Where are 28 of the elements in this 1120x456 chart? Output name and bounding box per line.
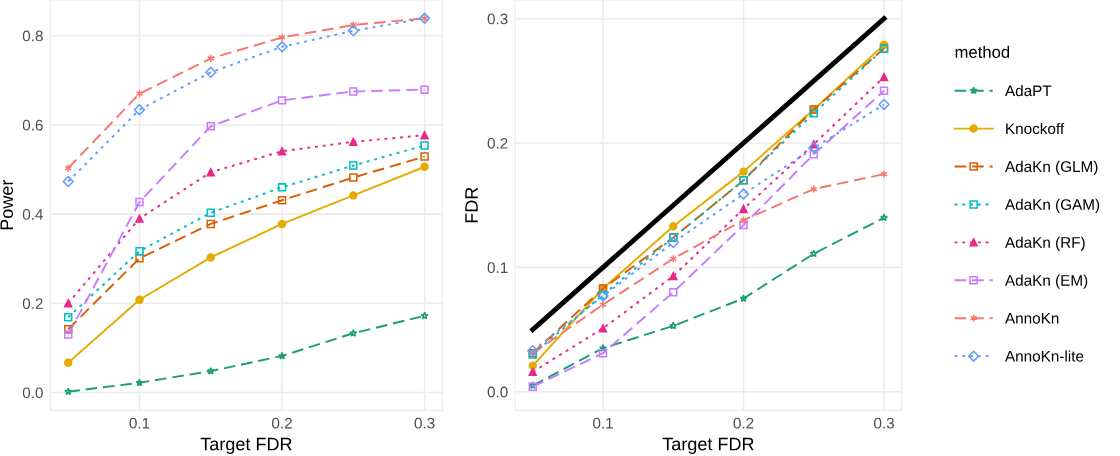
x-tick-label: 0.3 [874,417,894,429]
legend-label: AdaKn (EM) [1005,274,1088,289]
y-tick-label: 0.8 [22,30,43,42]
x-tick-label: 0.1 [593,417,613,429]
y-tick-label: 0.2 [22,298,43,310]
y-tick-label: 0.1 [487,262,508,274]
y-tick-label: 0.0 [22,387,43,399]
legend-label: AdaPT [1005,84,1052,97]
x-axis-title: Target FDR [662,437,754,454]
legend-title: method [955,45,1010,58]
legend-label: AdaKn (RF) [1005,236,1085,251]
legend-label: AnnoKn-lite [1005,350,1084,362]
y-axis-title: Power [0,179,14,230]
x-axis-title: Target FDR [200,437,292,454]
y-tick-label: 0.6 [22,119,43,131]
y-tick-label: 0.2 [487,137,508,149]
x-tick-label: 0.2 [733,417,754,429]
y-tick-label: 0.3 [487,13,508,25]
legend-label: AdaKn (GAM) [1005,198,1100,213]
y-tick-label: 0.0 [487,386,508,398]
legend-label: AnnoKn [1005,313,1059,324]
x-tick-label: 0.3 [414,417,435,429]
legend-label: Knockoff [1006,122,1065,135]
y-axis-title: FDR [465,187,478,223]
x-tick-label: 0.2 [272,417,292,429]
legend-label: AdaKn (GLM) [1005,160,1098,176]
x-tick-label: 0.1 [129,417,150,429]
y-tick-label: 0.4 [22,208,44,220]
